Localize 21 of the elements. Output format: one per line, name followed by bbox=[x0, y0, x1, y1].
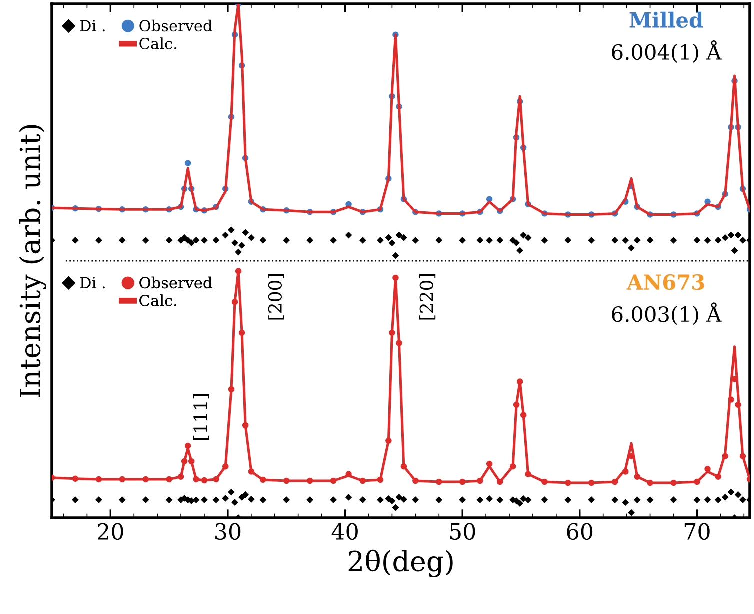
x-tick-label: 50 bbox=[450, 523, 476, 540]
annotation: 6.003(1) Å bbox=[612, 302, 722, 326]
annotation: [220] bbox=[419, 274, 436, 320]
x-tick-label: 60 bbox=[567, 523, 593, 540]
legend-label: Di . bbox=[80, 20, 105, 32]
legend-label: Observed bbox=[140, 276, 212, 289]
annotation: Milled bbox=[630, 12, 704, 28]
annotation: [200] bbox=[268, 274, 284, 320]
annotation: AN673 bbox=[626, 274, 704, 290]
legend-label: Calc. bbox=[140, 294, 176, 306]
x-axis-title: 2θ(deg) bbox=[348, 550, 453, 578]
legend-label: Observed bbox=[140, 20, 212, 32]
x-tick-label: 40 bbox=[332, 523, 358, 540]
annotation: 6.004(1) Å bbox=[612, 40, 722, 64]
x-tick-label: 20 bbox=[98, 523, 124, 540]
legend-label: Di . bbox=[80, 277, 105, 289]
y-axis-title: Intensity (arb. unit) bbox=[19, 125, 46, 398]
x-tick-label: 30 bbox=[216, 523, 241, 540]
legend-label: Calc. bbox=[140, 38, 176, 50]
x-tick-label: 70 bbox=[684, 523, 710, 540]
annotation: [111] bbox=[193, 394, 210, 440]
